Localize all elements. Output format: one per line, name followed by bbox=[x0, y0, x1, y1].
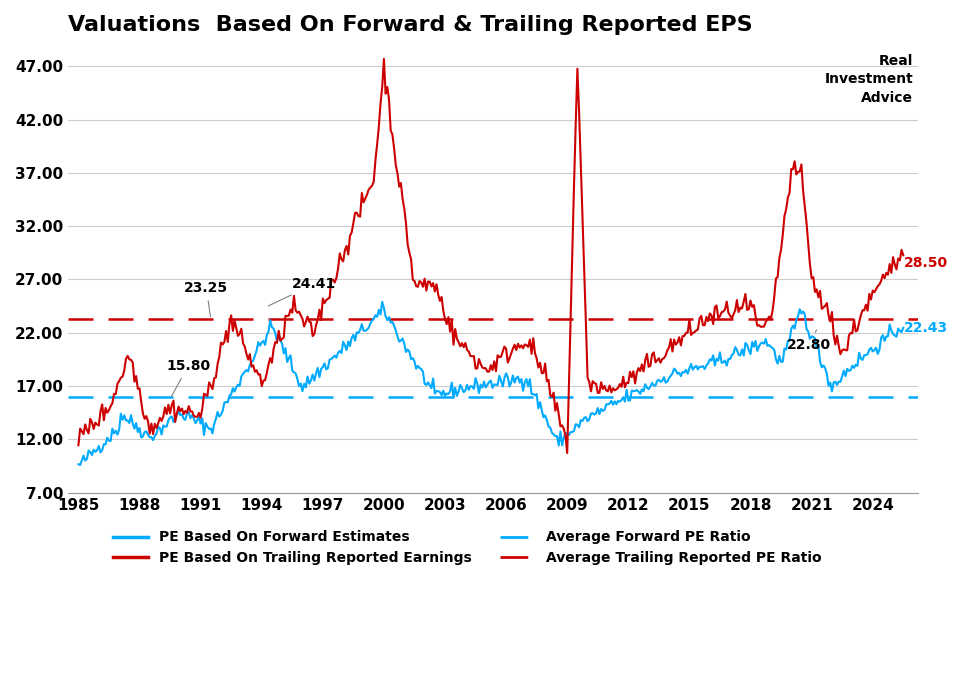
Text: 23.25: 23.25 bbox=[184, 281, 229, 317]
Text: 28.50: 28.50 bbox=[904, 257, 949, 271]
Text: 22.80: 22.80 bbox=[787, 330, 831, 352]
Text: 24.41: 24.41 bbox=[268, 277, 337, 306]
Text: Real
Investment
Advice: Real Investment Advice bbox=[824, 54, 913, 104]
Text: 22.43: 22.43 bbox=[904, 321, 949, 335]
Text: Valuations  Based On Forward & Trailing Reported EPS: Valuations Based On Forward & Trailing R… bbox=[69, 15, 753, 35]
Text: 15.80: 15.80 bbox=[166, 359, 210, 397]
Legend: PE Based On Forward Estimates, PE Based On Trailing Reported Earnings, Average F: PE Based On Forward Estimates, PE Based … bbox=[108, 525, 827, 571]
